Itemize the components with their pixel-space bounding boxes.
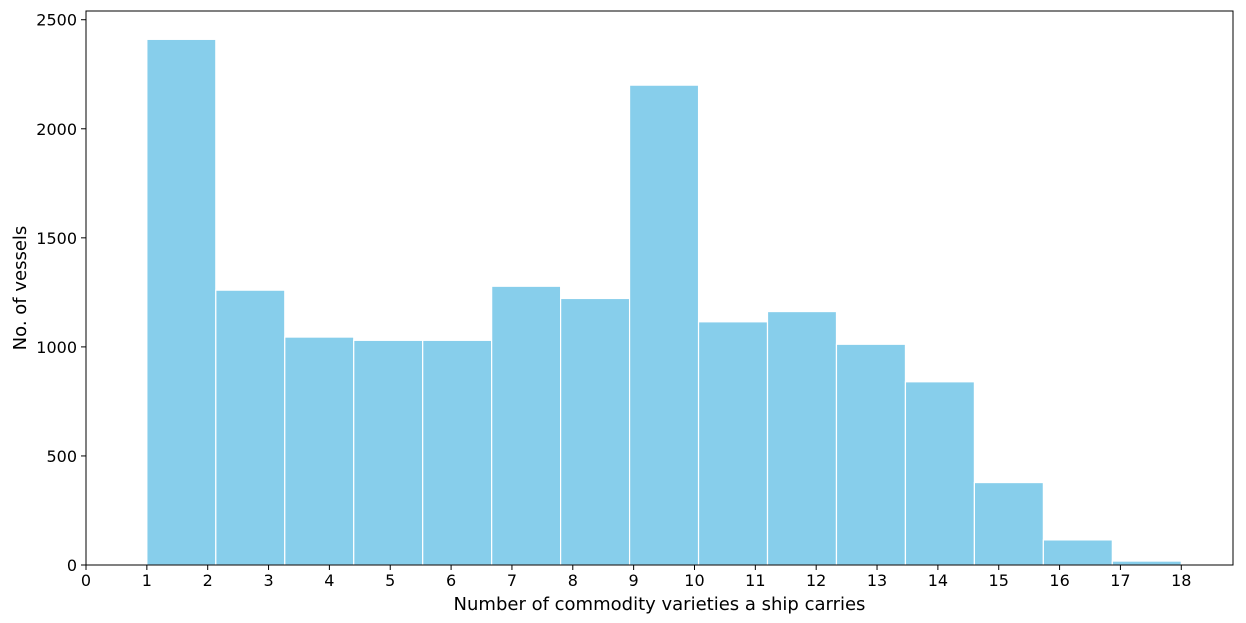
histogram-bar-5 bbox=[422, 339, 493, 566]
y-tick-label: 1500 bbox=[36, 229, 77, 248]
histogram-bar-9 bbox=[697, 321, 769, 566]
histogram-bar-12 bbox=[904, 381, 975, 566]
x-tick-label: 7 bbox=[507, 571, 517, 590]
x-axis-ticks: 0 1 2 3 4 5 6 7 8 9 10 11 12 13 14 15 16 17 18 bbox=[81, 565, 1191, 590]
x-tick-label: 15 bbox=[989, 571, 1009, 590]
x-tick-label: 1 bbox=[142, 571, 152, 590]
histogram-bar-11 bbox=[835, 343, 907, 566]
x-tick-label: 14 bbox=[928, 571, 948, 590]
x-tick-label: 2 bbox=[203, 571, 213, 590]
bars-group bbox=[146, 38, 1182, 566]
y-tick-label: 0 bbox=[67, 556, 77, 575]
x-tick-label: 6 bbox=[446, 571, 456, 590]
x-tick-label: 3 bbox=[263, 571, 273, 590]
y-axis-label: No. of vessels bbox=[10, 226, 31, 351]
histogram-bar-8 bbox=[628, 84, 700, 566]
y-tick-label: 2500 bbox=[36, 11, 77, 30]
histogram-bar-3 bbox=[284, 336, 355, 566]
histogram-bar-6 bbox=[491, 285, 562, 566]
x-tick-label: 18 bbox=[1171, 571, 1191, 590]
x-tick-label: 5 bbox=[385, 571, 395, 590]
x-tick-label: 10 bbox=[684, 571, 704, 590]
y-axis-ticks: 0 500 1000 1500 2000 2500 bbox=[36, 11, 86, 575]
y-tick-label: 1000 bbox=[36, 338, 77, 357]
x-tick-label: 9 bbox=[629, 571, 639, 590]
histogram-bar-14 bbox=[1042, 539, 1113, 566]
x-tick-label: 17 bbox=[1110, 571, 1130, 590]
histogram-bar-10 bbox=[766, 310, 838, 566]
y-tick-label: 2000 bbox=[36, 120, 77, 139]
x-tick-label: 13 bbox=[867, 571, 887, 590]
y-tick-label: 500 bbox=[46, 447, 77, 466]
plot-frame bbox=[85, 10, 1234, 566]
histogram-bar-4 bbox=[353, 339, 424, 566]
x-tick-label: 4 bbox=[324, 571, 334, 590]
histogram-bar-7 bbox=[560, 297, 631, 566]
histogram-bar-13 bbox=[973, 481, 1044, 566]
histogram-bar-1 bbox=[146, 38, 217, 566]
x-tick-label: 0 bbox=[81, 571, 91, 590]
histogram-bar-15 bbox=[1111, 560, 1182, 566]
x-tick-label: 11 bbox=[745, 571, 765, 590]
x-tick-label: 8 bbox=[568, 571, 578, 590]
x-tick-label: 12 bbox=[806, 571, 826, 590]
x-axis-label: Number of commodity varieties a ship car… bbox=[454, 594, 866, 615]
histogram-bar-2 bbox=[215, 289, 286, 566]
x-tick-label: 16 bbox=[1049, 571, 1069, 590]
